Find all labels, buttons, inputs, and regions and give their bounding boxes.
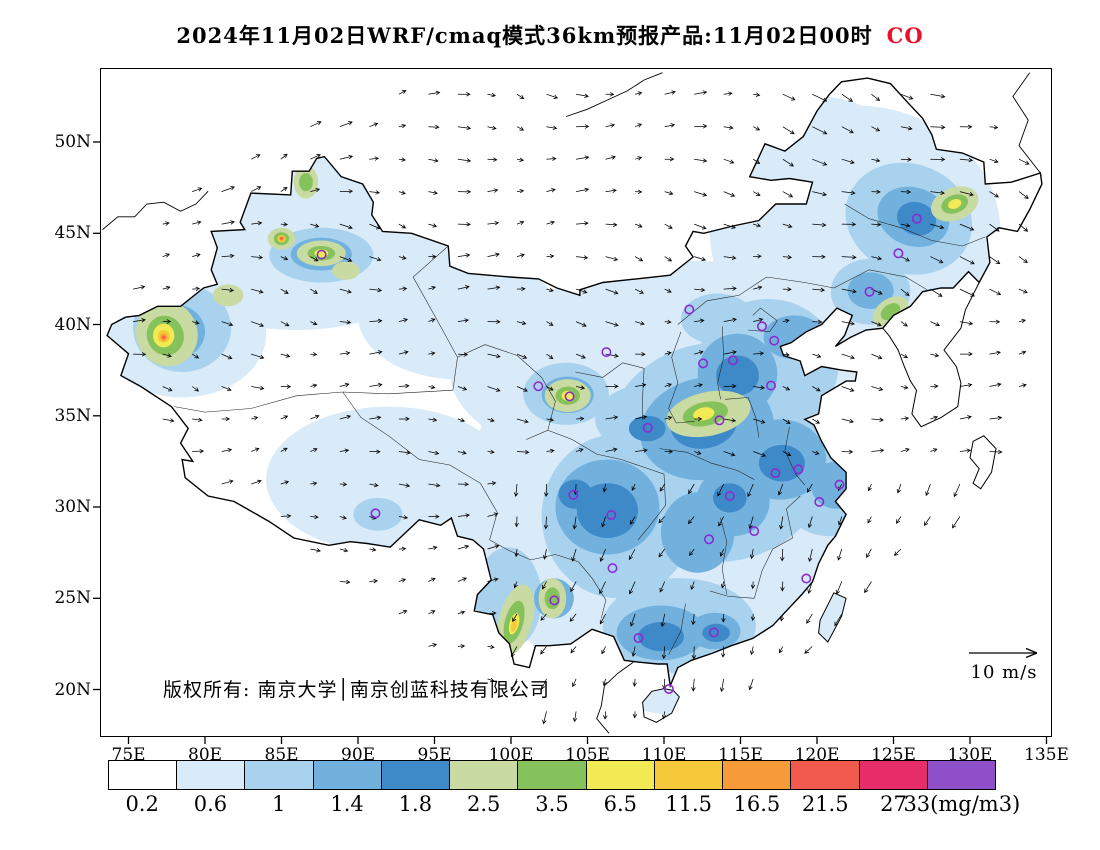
- city-marker-layer: [316, 213, 922, 694]
- map-plot-frame: 版权所有: 南京大学│南京创蓝科技有限公司 10 m/s 50N 45N 40N 35…: [54, 68, 1069, 765]
- province-borders-layer: [174, 203, 986, 655]
- colorbar-segment: [586, 761, 655, 789]
- lat-tick-label: 20N: [54, 679, 91, 700]
- copyright-text: 版权所有: 南京大学│南京创蓝科技有限公司: [163, 679, 550, 701]
- colorbar-segment: [859, 761, 928, 789]
- colorbar-segment: [245, 761, 314, 789]
- lat-tick-label: 50N: [54, 132, 91, 152]
- colorbar-tick-label: 0.6: [193, 792, 228, 816]
- page-title: 2024年11月02日WRF/cmaq模式36km预报产品:11月02日00时 C…: [0, 20, 1100, 50]
- colorbar-tick-label: 1: [272, 792, 286, 816]
- colorbar-labels: 0.2 0.6 1 1.4 1.8 2.5 3.5 6.5 11.5 16.5 21.5 27 33(m…: [108, 792, 1020, 818]
- colorbar-segment: [381, 761, 451, 789]
- lat-tick-label: 30N: [54, 497, 91, 517]
- wind-vector-layer: [133, 90, 1030, 725]
- colorbar-tick-label: 21.5: [801, 792, 849, 816]
- colorbar-segment: [791, 761, 860, 789]
- title-main: 2024年11月02日WRF/cmaq模式36km预报产品:11月02日00时: [176, 23, 873, 48]
- colorbar-tick-label: 1.8: [398, 792, 433, 816]
- lat-tick-label: 40N: [54, 314, 91, 335]
- coastline-borders-layer: [102, 72, 1043, 734]
- wind-scale-label: 10 m/s: [970, 662, 1038, 683]
- colorbar-segment: [927, 761, 996, 789]
- colorbar-tick-label: 2.5: [466, 792, 501, 816]
- wind-scale-arrow-icon: [969, 647, 1038, 659]
- title-species: CO: [886, 23, 924, 48]
- colorbar-tick-label: 0.2: [125, 792, 159, 816]
- colorbar-tick-label: 33(mg/m3): [903, 792, 1021, 816]
- colorbar: [108, 760, 996, 790]
- colorbar-segment: [313, 761, 382, 789]
- lat-tick-label: 35N: [54, 405, 91, 426]
- lon-tick-label: 135E: [1024, 745, 1069, 765]
- colorbar-segment: [450, 761, 519, 789]
- colorbar-tick-label: 11.5: [665, 792, 712, 816]
- wind-scale: 10 m/s: [967, 645, 1041, 683]
- colorbar-tick-label: 16.5: [733, 792, 781, 816]
- co-fill-layer: [107, 96, 1001, 717]
- colorbar-segment: [177, 761, 246, 789]
- colorbar-segment: [109, 761, 178, 789]
- lat-tick-label: 45N: [54, 223, 91, 244]
- colorbar-segment: [723, 761, 792, 789]
- colorbar-segment: [654, 761, 724, 789]
- colorbar-tick-label: 27: [880, 792, 907, 816]
- colorbar-tick-label: 1.4: [330, 792, 364, 816]
- colorbar-segment: [518, 761, 587, 789]
- colorbar-tick-label: 6.5: [603, 792, 637, 816]
- lat-tick-label: 25N: [54, 588, 91, 609]
- map-canvas: [93, 72, 1048, 744]
- colorbar-tick-label: 3.5: [535, 792, 569, 816]
- axis-ticks: [93, 141, 1048, 744]
